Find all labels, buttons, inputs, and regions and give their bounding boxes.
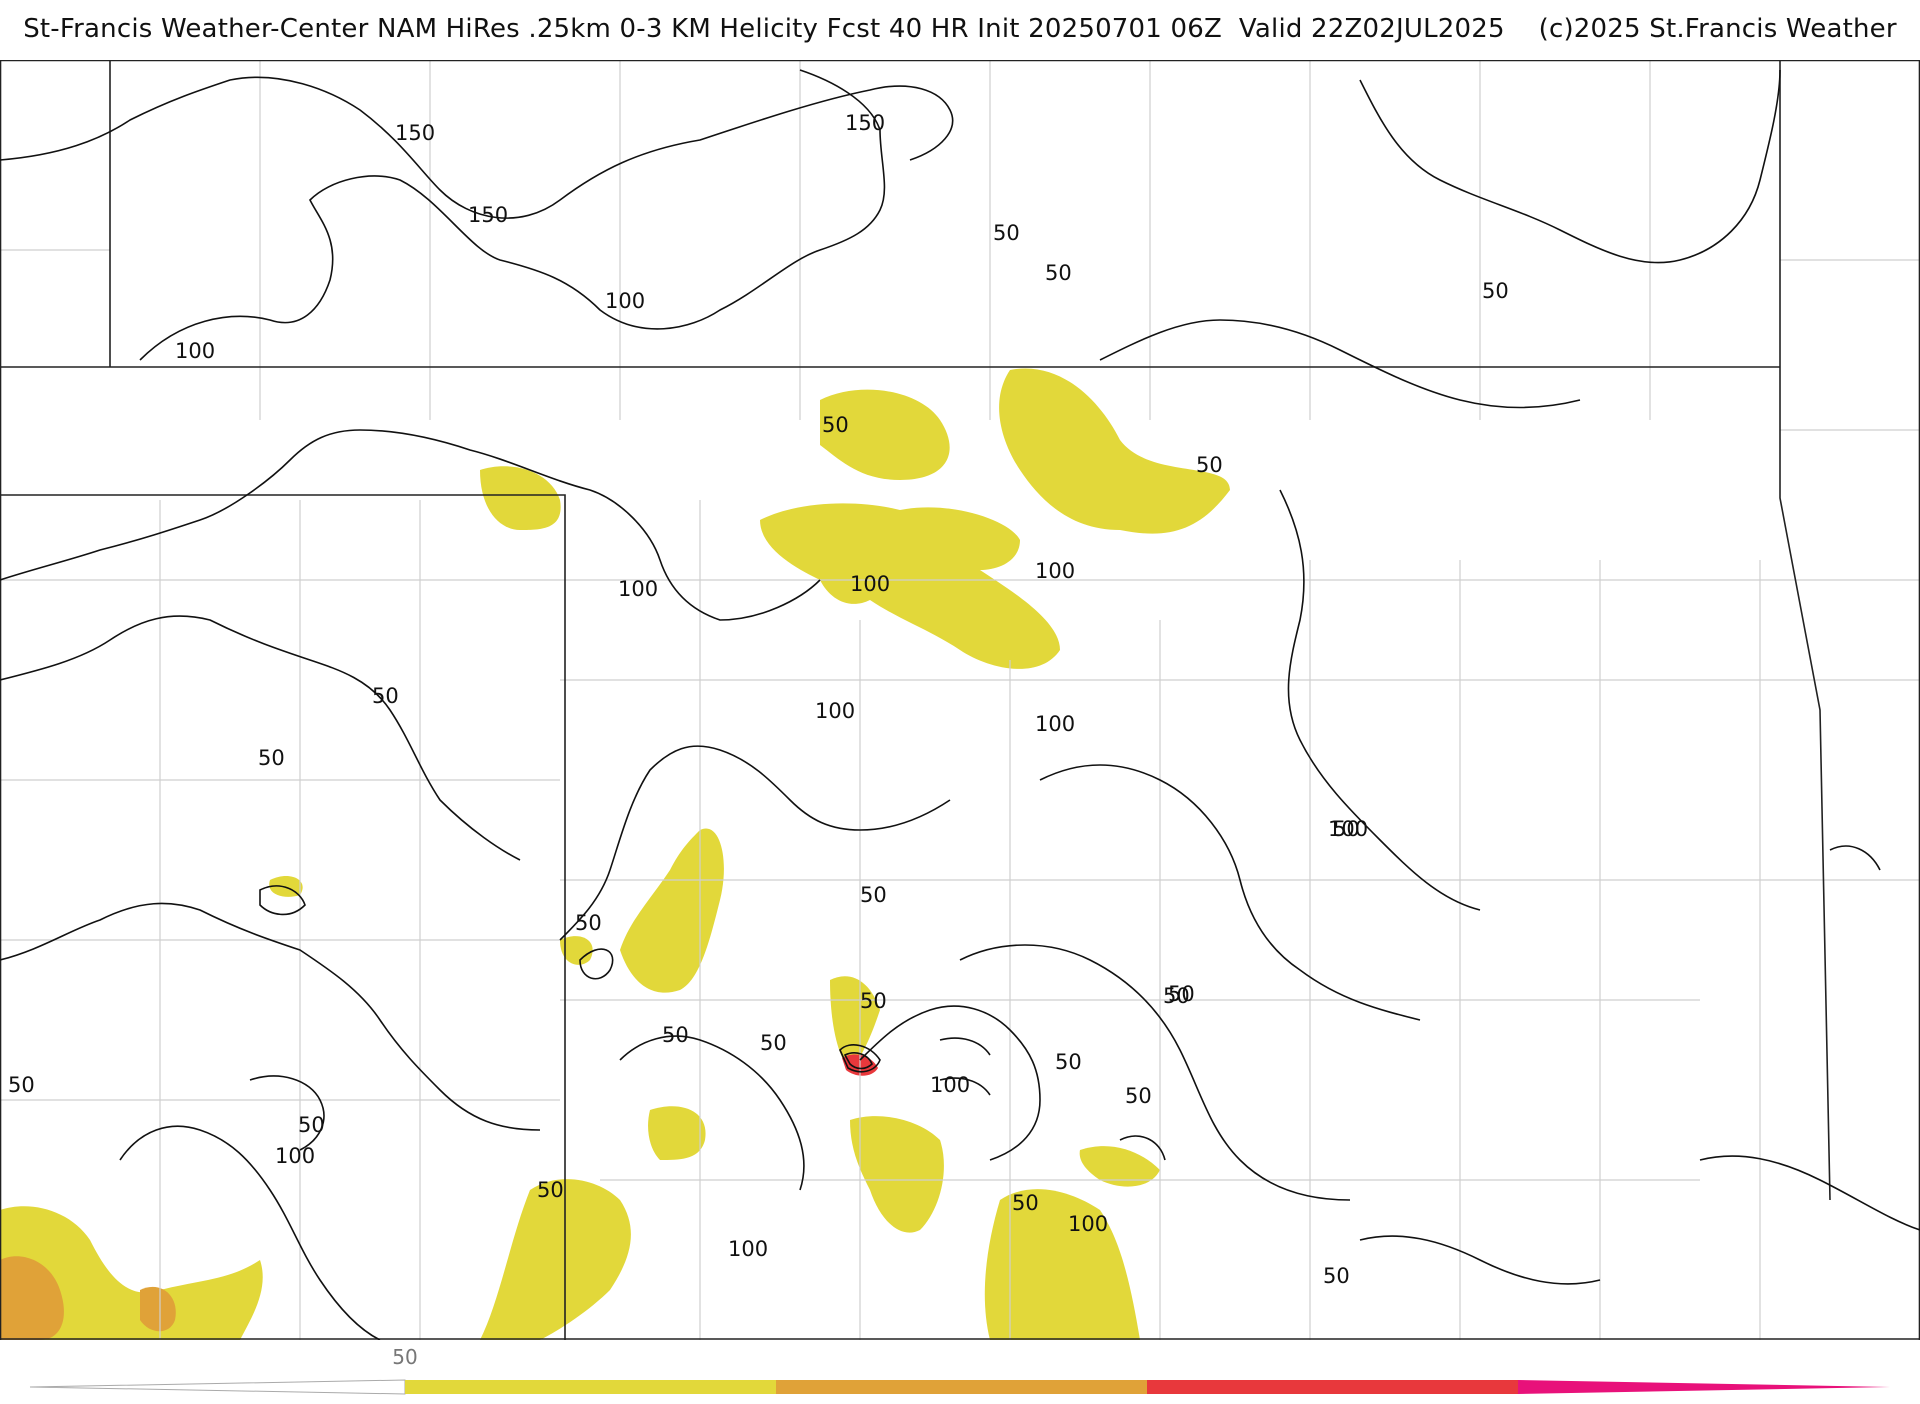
contour-label: 50 [298,1113,325,1137]
helicity-map: 150 150 150 100 100 50 50 50 50 50 100 1… [0,60,1920,1340]
shade-yellow [480,466,561,530]
contour-label: 150 [468,203,508,227]
contour-label: 50 [993,221,1020,245]
contour-label: 100 [930,1073,970,1097]
contour-label: 50 [1168,982,1195,1006]
helicity-shading [0,368,1230,1340]
contour-label: 50 [1163,984,1190,1008]
shade-yellow [760,503,1060,669]
colorbar-segment [405,1380,776,1394]
contour-label: 50 [8,1073,35,1097]
contour-label: 150 [395,121,435,145]
contour-label: 50 [1045,261,1072,285]
map-title: St-Francis Weather-Center NAM HiRes .25k… [23,14,1897,44]
contour-label: 50 [258,746,285,770]
contour-label: 100 [1035,712,1075,736]
contour-label: 50 [760,1031,787,1055]
contour-label: 50 [822,413,849,437]
helicity-contours [0,69,1920,1340]
contour-label: 50 [537,1178,564,1202]
shade-yellow [850,1116,944,1233]
shade-orange [0,1256,64,1340]
colorbar: 50 [0,1340,1920,1400]
contour-label: 100 [1035,559,1075,583]
contour-label: 100 [175,339,215,363]
shade-yellow [1079,1146,1160,1187]
contour-label: 150 [845,111,885,135]
contour-label: 100 [275,1144,315,1168]
shade-yellow [999,368,1230,534]
contour-label: 50 [1055,1050,1082,1074]
contour-label: 50 [575,911,602,935]
colorbar-segment [1147,1380,1518,1394]
shade-yellow [480,1179,631,1340]
contour-label: 50 [860,883,887,907]
colorbar-segment [1518,1380,1890,1394]
contour-label: 50 [1482,279,1509,303]
colorbar-label: 50 [392,1345,417,1369]
contour-label: 50 [1333,817,1360,841]
contour-label: 50 [1323,1264,1350,1288]
shade-yellow [620,828,724,993]
county-borders [0,60,1920,1340]
shade-yellow [560,936,593,965]
shade-yellow [0,1206,263,1340]
contour-label: 100 [728,1237,768,1261]
contour-label: 100 [605,289,645,313]
contour-label: 50 [1012,1191,1039,1215]
contour-label: 100 [815,699,855,723]
contour-label: 50 [372,684,399,708]
contour-label: 50 [860,989,887,1013]
shade-orange [140,1286,176,1332]
colorbar-left-tip [29,1379,406,1395]
contour-label: 50 [1125,1084,1152,1108]
contour-label: 100 [1328,817,1368,841]
shade-yellow [820,389,950,480]
contour-label: 100 [850,572,890,596]
shade-yellow [984,1189,1140,1340]
contour-label: 50 [1196,453,1223,477]
shade-yellow [648,1106,706,1160]
contour-labels: 150 150 150 100 100 50 50 50 50 50 100 1… [8,111,1509,1288]
contour-label: 100 [618,577,658,601]
contour-label: 50 [662,1023,689,1047]
contour-label: 100 [1068,1212,1108,1236]
colorbar-segment [776,1380,1147,1394]
